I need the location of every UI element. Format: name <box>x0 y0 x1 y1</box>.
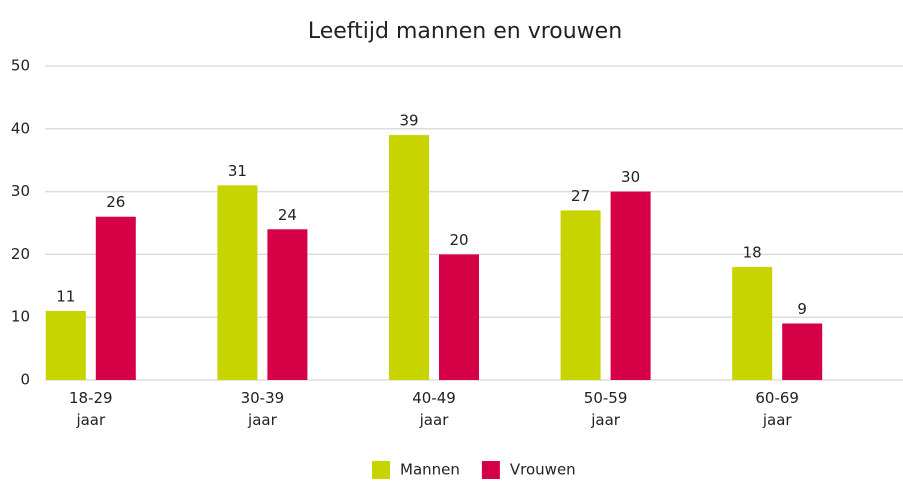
data-label: 39 <box>399 112 418 130</box>
data-label: 11 <box>56 287 75 305</box>
x-tick-label: 40-49 jaar <box>412 389 456 429</box>
y-tick-label: 10 <box>11 308 30 326</box>
bar <box>732 266 773 380</box>
data-label: 20 <box>449 231 468 249</box>
bar <box>560 210 601 380</box>
data-label: 27 <box>571 187 590 205</box>
legend-swatch <box>481 461 500 479</box>
y-tick-label: 0 <box>20 371 30 389</box>
bar <box>782 323 823 380</box>
legend-label: Vrouwen <box>510 461 576 479</box>
bar <box>439 254 479 380</box>
y-tick-label: 40 <box>11 119 30 137</box>
bar <box>389 135 429 380</box>
y-tick-label: 50 <box>11 57 30 75</box>
legend-swatch <box>372 461 390 479</box>
bar <box>610 191 651 380</box>
bar <box>217 185 258 380</box>
y-tick-label: 30 <box>11 182 30 200</box>
data-label: 24 <box>278 206 297 224</box>
data-label: 26 <box>106 193 125 211</box>
data-label: 31 <box>228 162 247 180</box>
x-tick-label: 18-29 jaar <box>69 389 113 429</box>
x-tick-label: 50-59 jaar <box>584 389 628 429</box>
y-tick-label: 20 <box>11 245 30 263</box>
legend-label: Mannen <box>400 461 460 479</box>
data-label: 9 <box>797 300 807 318</box>
data-label: 18 <box>743 243 762 261</box>
data-label: 30 <box>621 168 640 186</box>
bar <box>95 216 136 380</box>
bar <box>45 310 86 380</box>
chart-title: Leeftijd mannen en vrouwen <box>308 19 622 44</box>
bar <box>267 229 308 380</box>
x-tick-label: 30-39 jaar <box>241 389 285 429</box>
x-tick-label: 60-69 jaar <box>755 389 799 429</box>
